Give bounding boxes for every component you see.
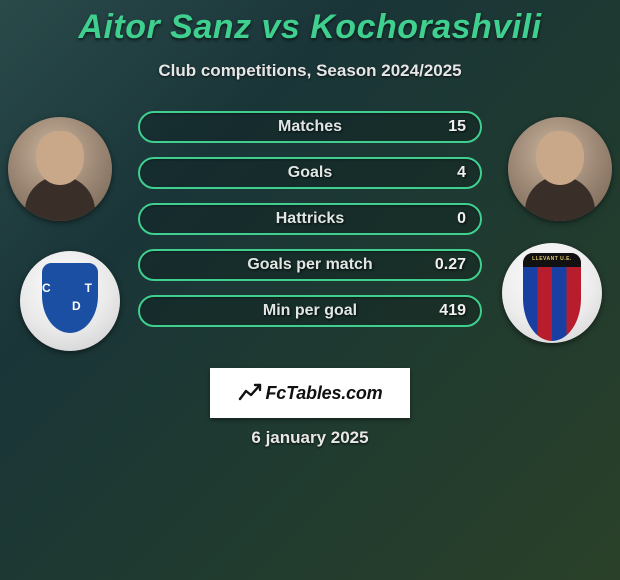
stat-value: 0.27 [426, 256, 466, 274]
club-left-crest [20, 251, 120, 351]
date-label: 6 january 2025 [0, 428, 620, 448]
stat-row: Matches15 [138, 111, 482, 143]
comparison-panel: Matches15 Goals4 Hattricks0 Goals per match… [0, 111, 620, 391]
stat-value: 419 [426, 302, 466, 320]
stat-row: Goals per match0.27 [138, 249, 482, 281]
stat-rows: Matches15 Goals4 Hattricks0 Goals per match… [138, 111, 482, 327]
player-left-avatar [8, 117, 112, 221]
brand-icon [238, 381, 262, 405]
stat-label: Goals per match [194, 256, 426, 274]
brand-box: FcTables.com [210, 368, 410, 418]
stat-label: Hattricks [194, 210, 426, 228]
stat-value: 15 [426, 118, 466, 136]
page-subtitle: Club competitions, Season 2024/2025 [0, 61, 620, 81]
player-right-avatar [508, 117, 612, 221]
stat-row: Goals4 [138, 157, 482, 189]
stat-label: Min per goal [194, 302, 426, 320]
stat-label: Goals [194, 164, 426, 182]
stat-row: Hattricks0 [138, 203, 482, 235]
stat-label: Matches [194, 118, 426, 136]
page-title: Aitor Sanz vs Kochorashvili [0, 0, 620, 47]
club-right-crest [502, 243, 602, 343]
stat-row: Min per goal419 [138, 295, 482, 327]
brand-text: FcTables.com [266, 383, 383, 404]
stat-value: 0 [426, 210, 466, 228]
stat-value: 4 [426, 164, 466, 182]
